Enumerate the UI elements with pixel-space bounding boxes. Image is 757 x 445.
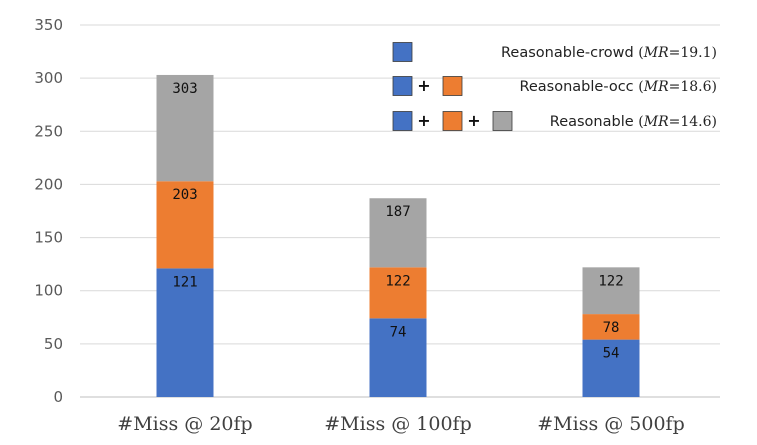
legend-swatch xyxy=(442,76,463,96)
x-tick-label: #Miss @ 20fp xyxy=(117,413,252,435)
bar-segment-reasonable-occ xyxy=(582,314,640,340)
legend-entry: + + Reasonable (MR=14.6) xyxy=(392,111,717,131)
y-tick-label: 350 xyxy=(34,16,63,34)
y-tick-label: 300 xyxy=(34,69,63,87)
data-label: 74 xyxy=(390,324,407,340)
legend-entry: Reasonable-crowd (MR=19.1) xyxy=(392,42,717,62)
bar-segment-reasonable xyxy=(156,74,214,182)
legend-swatch xyxy=(392,42,413,62)
data-label: 78 xyxy=(603,320,620,336)
y-tick-label: 250 xyxy=(34,122,63,140)
legend-plus: + xyxy=(417,76,430,95)
data-label: 54 xyxy=(603,346,620,362)
legend-label: Reasonable-crowd (MR=19.1) xyxy=(501,45,717,61)
legend-plus: + xyxy=(467,111,480,130)
legend-plus: + xyxy=(417,111,430,130)
bar-segment-reasonable-crowd xyxy=(156,268,214,397)
y-tick-label: 200 xyxy=(34,175,63,193)
legend-swatch xyxy=(492,111,513,131)
y-tick-label: 150 xyxy=(34,229,63,247)
bar-segment-reasonable-crowd xyxy=(369,318,427,397)
legend: Reasonable-crowd (MR=19.1) + Reasonable-oc… xyxy=(392,42,717,131)
bar-segment-reasonable-occ xyxy=(369,267,427,319)
x-tick-label: #Miss @ 500fp xyxy=(537,413,685,435)
legend-entry: + Reasonable-occ (MR=18.6) xyxy=(392,76,717,96)
bars xyxy=(156,74,640,397)
legend-label: Reasonable-occ (MR=18.6) xyxy=(519,79,717,95)
data-label: 122 xyxy=(385,273,410,289)
y-axis: 0 50 100 150 200 250 300 350 xyxy=(34,16,63,406)
data-labels: 121 203 303 74 122 187 54 78 122 xyxy=(172,81,623,362)
legend-swatch xyxy=(392,76,413,96)
y-tick-label: 100 xyxy=(34,282,63,300)
legend-label: Reasonable (MR=14.6) xyxy=(550,114,717,130)
x-tick-label: #Miss @ 100fp xyxy=(324,413,472,435)
data-label: 203 xyxy=(172,187,197,203)
x-axis: #Miss @ 20fp #Miss @ 100fp #Miss @ 500fp xyxy=(117,413,684,435)
bar-segment-reasonable xyxy=(582,267,640,315)
bar-segment-reasonable-crowd xyxy=(582,339,640,397)
data-label: 122 xyxy=(598,273,623,289)
legend-swatch xyxy=(442,111,463,131)
data-label: 187 xyxy=(385,204,410,220)
bar-segment-reasonable-occ xyxy=(156,181,214,269)
legend-swatch xyxy=(392,111,413,131)
y-tick-label: 0 xyxy=(53,388,63,406)
data-label: 121 xyxy=(172,274,197,290)
bar-segment-reasonable xyxy=(369,198,427,268)
data-label: 303 xyxy=(172,81,197,97)
y-tick-label: 50 xyxy=(44,335,63,353)
